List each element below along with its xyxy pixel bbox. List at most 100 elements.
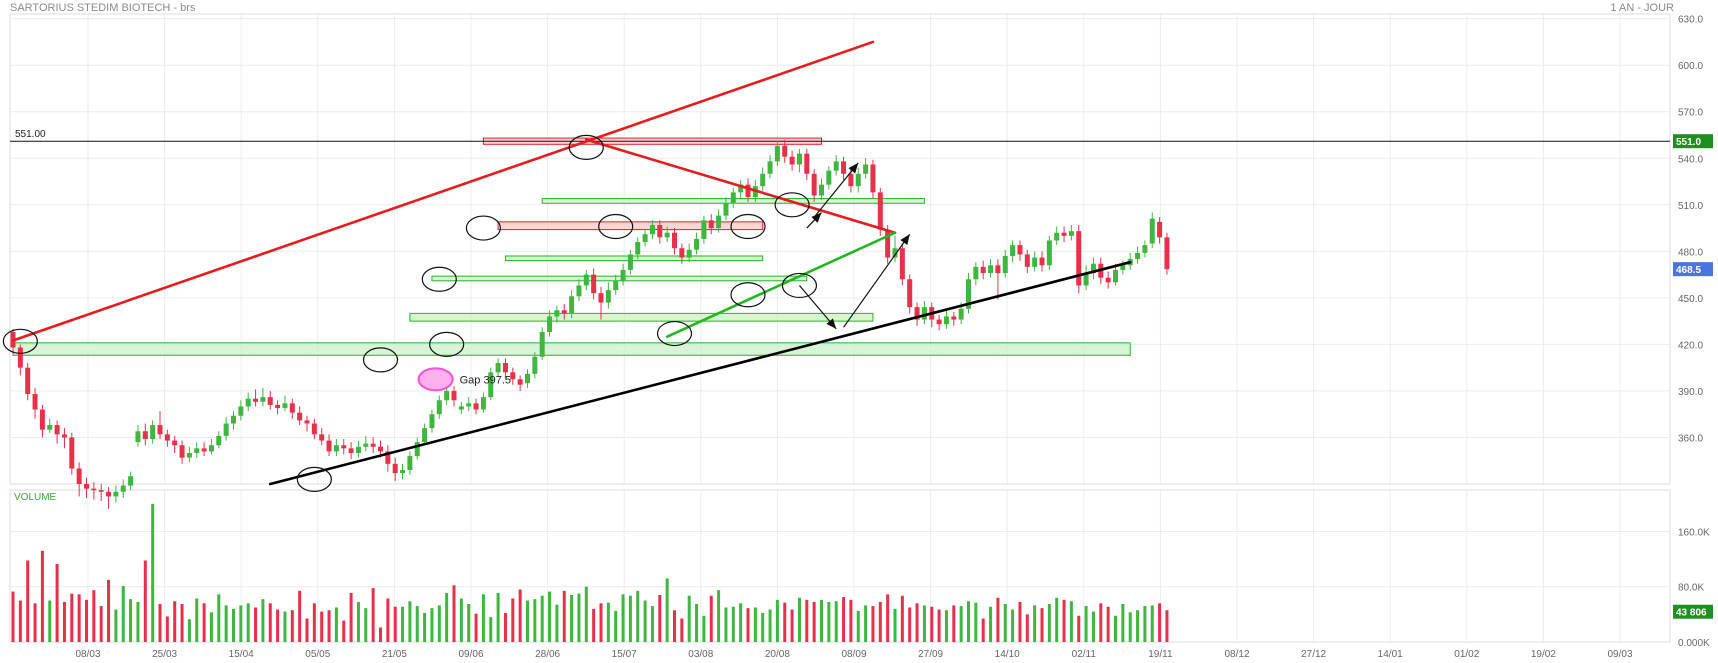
pattern-circle [781, 272, 818, 299]
volume-bar [349, 592, 353, 642]
volume-bar [1084, 606, 1088, 642]
last-volume-badge-bg [1673, 604, 1713, 619]
candle [583, 269, 589, 291]
candle [76, 462, 82, 497]
price-pane-frame [9, 13, 1671, 485]
candle [128, 471, 134, 491]
candle-body [179, 445, 185, 458]
volume-bar [77, 594, 81, 642]
candle [782, 139, 788, 163]
arrow-head [826, 318, 837, 329]
trendline-red-resistance [584, 138, 897, 235]
candle [473, 398, 479, 415]
volume-bar [1121, 604, 1125, 642]
volume-bar [1011, 609, 1015, 642]
candle-body [311, 423, 317, 435]
candle-body [370, 443, 376, 447]
candle-body [591, 274, 597, 294]
candle-body [304, 420, 310, 424]
volume-bar [401, 606, 405, 642]
candle [488, 367, 494, 401]
volume-bar [548, 591, 552, 642]
volume-bar [695, 604, 699, 642]
volume-bar [239, 605, 243, 642]
grid-lines [9, 13, 1671, 643]
price-tick-label: 480.0 [1678, 247, 1703, 258]
horizontal-line-badge-bg [1673, 134, 1713, 149]
date-tick-label: 15/07 [612, 649, 637, 660]
candle [282, 395, 288, 412]
volume-bar [731, 606, 735, 642]
candle-body [921, 307, 927, 320]
candle-body [333, 445, 339, 452]
candle [164, 429, 170, 447]
candle-body [120, 485, 126, 492]
candle-body [936, 319, 942, 325]
volume-bar [592, 608, 596, 642]
candle [172, 435, 178, 453]
volume-bar [687, 595, 691, 642]
candle-body [686, 249, 692, 258]
price-tick-label: 420.0 [1678, 340, 1703, 351]
volume-bar [864, 605, 868, 642]
volume-bar [489, 617, 493, 642]
price-tick-label: 600.0 [1678, 61, 1703, 72]
volume-bar [114, 609, 118, 642]
candle [679, 243, 685, 264]
candle [84, 477, 89, 498]
chart-title: SARTORIUS STEDIM BIOTECH - brs [10, 2, 196, 14]
candle-body [1068, 231, 1074, 236]
volume-bar [922, 605, 926, 642]
candle-body [488, 372, 494, 398]
projection-arrow [798, 285, 837, 330]
candle-body [32, 394, 38, 410]
candle [414, 437, 420, 460]
candle-body [1061, 232, 1067, 236]
candle-body [282, 403, 288, 408]
candle [1076, 224, 1082, 294]
price-zone [12, 342, 1131, 356]
candle [25, 363, 31, 401]
date-tick-label: 20/08 [765, 649, 790, 660]
candle-body [532, 356, 538, 374]
candle [627, 249, 633, 275]
candle [1046, 235, 1052, 270]
pattern-circle [465, 215, 501, 241]
candle [47, 418, 53, 433]
volume-bar [202, 603, 206, 642]
candle [466, 397, 472, 412]
candle [936, 314, 942, 331]
trendlines [11, 40, 1132, 486]
price-tick-label: 510.0 [1678, 201, 1703, 212]
period-selector[interactable]: 1 AN - JOUR [1610, 2, 1674, 14]
candle [995, 259, 1001, 300]
candle [605, 282, 611, 309]
volume-bar [614, 610, 618, 642]
candle-body [819, 184, 824, 196]
projection-arrow [806, 212, 822, 229]
candle [400, 463, 406, 480]
volume-bar [1025, 614, 1029, 642]
candle-body [267, 397, 273, 405]
price-zone [497, 221, 764, 231]
volume-bar [1091, 611, 1095, 642]
date-tick-label: 02/11 [1072, 649, 1097, 660]
candle [833, 155, 839, 176]
candle-body [995, 265, 1001, 274]
candle-body [422, 428, 428, 443]
candle-body [635, 242, 641, 255]
candle [569, 290, 575, 319]
candle-body [25, 367, 31, 395]
candle [120, 479, 126, 498]
volume-bar [577, 593, 581, 642]
candle-body [208, 445, 214, 452]
candle-body [289, 403, 295, 413]
candle [1017, 240, 1023, 261]
volume-bar [849, 599, 853, 642]
candle-body [245, 398, 251, 407]
volume-bar [445, 592, 449, 642]
candle [1105, 271, 1111, 289]
candle [804, 148, 810, 180]
candle [716, 209, 722, 233]
candle-body [892, 248, 898, 258]
